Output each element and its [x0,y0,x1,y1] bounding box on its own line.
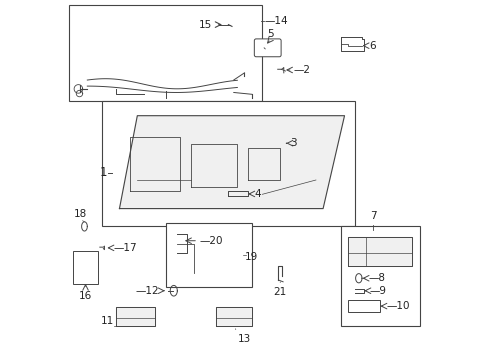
Text: 18: 18 [73,209,87,219]
Text: 15: 15 [199,19,212,30]
Bar [102,102,354,226]
Text: —12: —12 [135,286,159,296]
Text: 16: 16 [79,291,92,301]
Polygon shape [216,307,251,327]
Text: 6: 6 [368,41,375,51]
Polygon shape [347,237,411,266]
Text: 19: 19 [244,252,257,262]
Text: 3: 3 [290,138,296,148]
Bar [69,5,262,102]
Text: —10: —10 [386,301,409,311]
Bar [347,300,380,312]
Polygon shape [119,116,344,208]
Text: —20: —20 [199,236,222,246]
Text: —17: —17 [113,243,137,253]
Text: 4: 4 [254,189,261,199]
Bar [340,226,419,327]
FancyBboxPatch shape [254,39,281,57]
Text: 13: 13 [237,334,250,343]
Text: —2: —2 [293,65,310,75]
Text: 5: 5 [267,29,274,39]
Text: —14: —14 [264,16,287,26]
Text: 1: 1 [99,166,107,179]
Text: 7: 7 [369,211,376,221]
Polygon shape [116,307,155,327]
Bar [73,251,98,284]
Text: —8: —8 [368,273,385,283]
Text: 11: 11 [101,316,114,327]
Text: 21: 21 [273,287,286,297]
Text: —9: —9 [369,286,386,296]
Bar [165,223,251,287]
